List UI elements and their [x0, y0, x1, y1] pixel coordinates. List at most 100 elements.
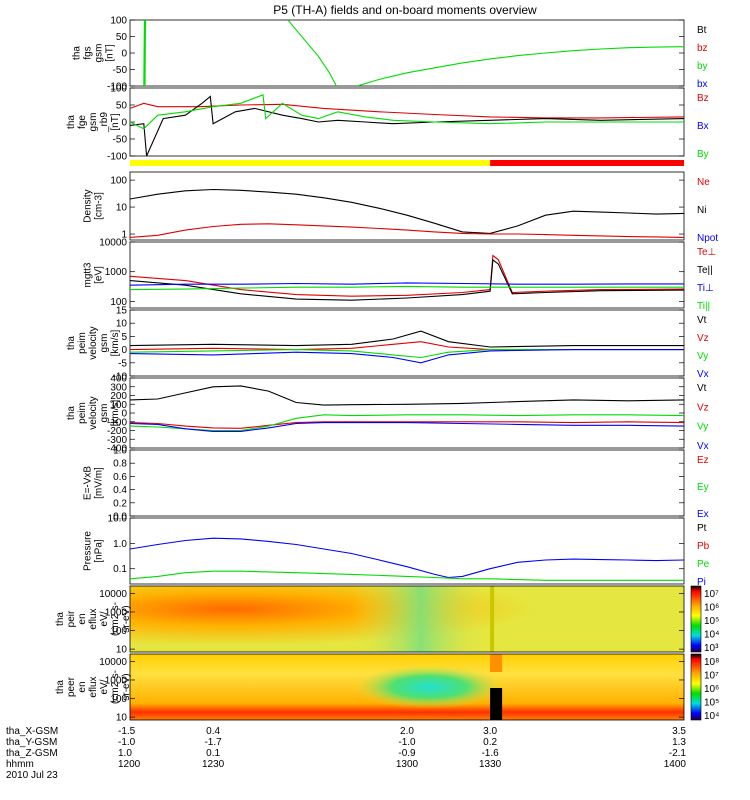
y-tick-label: -50	[113, 65, 128, 76]
legend-entry: By	[697, 149, 709, 160]
panel-velocity1: 15 10 5 0 -5 -10 tha peim velocity gsm [km/s] Vt Vz V…	[66, 306, 709, 383]
y-axis-label: tha	[55, 612, 66, 626]
y-tick-label: 10	[116, 645, 128, 656]
y-tick-label: 100	[110, 176, 127, 187]
y-tick-label: 0	[121, 345, 127, 356]
y-axis-label: eflux	[88, 676, 99, 697]
panel-density: 100 10 1 Density [cm-3] Ne Ni Npot	[83, 171, 718, 244]
series-line-fgs	[287, 20, 337, 86]
electron-spectrogram-gap-top	[490, 654, 503, 672]
colorbar-tick-label: 10⁶	[704, 684, 719, 695]
x-tick-label: 3.0	[483, 726, 497, 737]
y-tick-label: 0.6	[113, 472, 127, 483]
y-tick-label: -50	[113, 135, 128, 146]
legend-entry: Bx	[697, 121, 709, 132]
y-tick-label: 300	[110, 382, 127, 393]
x-tick-label: -1.5	[118, 726, 136, 737]
date-label: 2010 Jul 23	[6, 770, 58, 781]
frame-ion_spectrogram	[129, 585, 685, 653]
x-tick-label: 1200	[118, 759, 141, 770]
y-tick-label: 400	[110, 374, 127, 385]
y-axis-label: gsm	[94, 44, 105, 63]
ion-spectrogram-gap	[490, 586, 495, 652]
colorbar-tick-label: 10⁷	[704, 671, 719, 682]
flag-bar-segment	[130, 160, 491, 166]
series-line-velocity1	[130, 349, 684, 364]
panel-fge: 100 50 0 -50 -100 tha fge gsm _rb9 [nT] Bz Bx By	[66, 84, 709, 166]
y-tick-label: 0	[121, 118, 127, 129]
legend-entry: Ti||	[697, 301, 710, 312]
y-axis-label: en	[77, 681, 88, 692]
y-tick-label: 5	[121, 332, 127, 343]
legend-entry: Pb	[697, 541, 710, 552]
y-tick-label: -100	[107, 82, 127, 93]
panel-temperature: 10000 1000 100 mgtt3 [eV] Te⊥ Te|| Ti⊥ Ti||	[83, 238, 717, 313]
legend-entry: Vz	[697, 333, 709, 344]
legend-entry: Te||	[697, 265, 713, 276]
y-tick-label: 10	[116, 319, 128, 330]
x-tick-label: -1.6	[481, 748, 499, 759]
y-tick-label: 100	[110, 84, 127, 95]
y-axis-label: velocity	[88, 396, 99, 429]
y-axis-label: _rb9	[99, 112, 110, 133]
colorbar-tick-label: 10⁷	[704, 589, 719, 600]
y-tick-label: 100	[110, 626, 127, 637]
x-tick-label: 1400	[664, 759, 687, 770]
x-tick-label: 1300	[396, 759, 419, 770]
y-tick-label: 10.0	[108, 514, 128, 525]
y-axis-label: Pressure	[83, 531, 94, 571]
electron-spectrogram-gap	[490, 688, 503, 720]
y-tick-label: 1000	[105, 607, 128, 618]
legend-entry: Vy	[697, 351, 708, 362]
series-line-fgs	[143, 20, 147, 86]
legend-entry: Te⊥	[697, 247, 716, 258]
panel-pressure: 10.0 1.0 0.1 Pressure [nPa] Pt Pb Pe Pi	[83, 514, 710, 589]
x-tick-label: 3.5	[672, 726, 686, 737]
colorbar-electron_spectrogram	[690, 653, 702, 721]
frame-electron_spectrogram	[129, 653, 685, 721]
y-axis-label: (cm2-s-	[110, 602, 121, 636]
y-axis-label: peir	[66, 610, 77, 627]
y-tick-label: 1000	[105, 267, 128, 278]
y-tick-label: -100	[107, 417, 127, 428]
legend-entry: Pt	[697, 523, 707, 534]
y-axis-label: peim	[77, 402, 88, 424]
colorbar-tick-label: 10³	[704, 643, 719, 654]
y-tick-label: 1000	[105, 675, 128, 686]
legend-entry: Bz	[697, 93, 709, 104]
colorbar-tick-label: 10⁵	[704, 698, 719, 709]
y-axis-label: eV/	[99, 679, 110, 694]
y-axis-label: sr-eV)	[121, 605, 132, 632]
legend-entry: Pe	[697, 559, 710, 570]
legend-entry: Ey	[697, 482, 709, 493]
ion-spectrogram-low-flux-region	[351, 586, 491, 652]
frame-efield	[129, 449, 685, 517]
y-axis-label: tha	[72, 46, 83, 60]
y-tick-label: 0.1	[113, 564, 127, 575]
legend-entry: bx	[697, 79, 708, 90]
y-tick-label: -300	[107, 435, 127, 446]
x-tick-label: -1.0	[398, 737, 416, 748]
legend-entry: Npot	[697, 233, 718, 244]
x-tick-label: -1.7	[204, 737, 222, 748]
y-axis-label: gsm	[88, 113, 99, 132]
y-tick-label: 10000	[99, 589, 127, 600]
y-tick-label: 10	[116, 203, 128, 214]
y-axis-label: fge	[77, 115, 88, 129]
y-axis-label: gsm	[99, 404, 110, 423]
colorbar-tick-label: 10⁶	[704, 603, 719, 614]
y-tick-label: 0.8	[113, 459, 127, 470]
panel-efield: 1.0 0.8 0.6 0.4 0.2 0.0 E=-VxB [mV/m] Ez Ey Ex	[83, 446, 709, 523]
frame-fgs	[129, 19, 685, 87]
legend-entry: Ez	[697, 455, 709, 466]
y-axis-label: [nT]	[105, 44, 116, 61]
y-tick-label: 1	[121, 230, 127, 241]
frame-velocity1	[129, 309, 685, 377]
y-axis-label: eV/	[99, 611, 110, 626]
y-axis-label: en	[77, 613, 88, 624]
colorbar-ion_spectrogram	[690, 585, 702, 653]
series-line-density	[130, 223, 684, 238]
y-axis-label: mgtt3	[83, 262, 94, 287]
